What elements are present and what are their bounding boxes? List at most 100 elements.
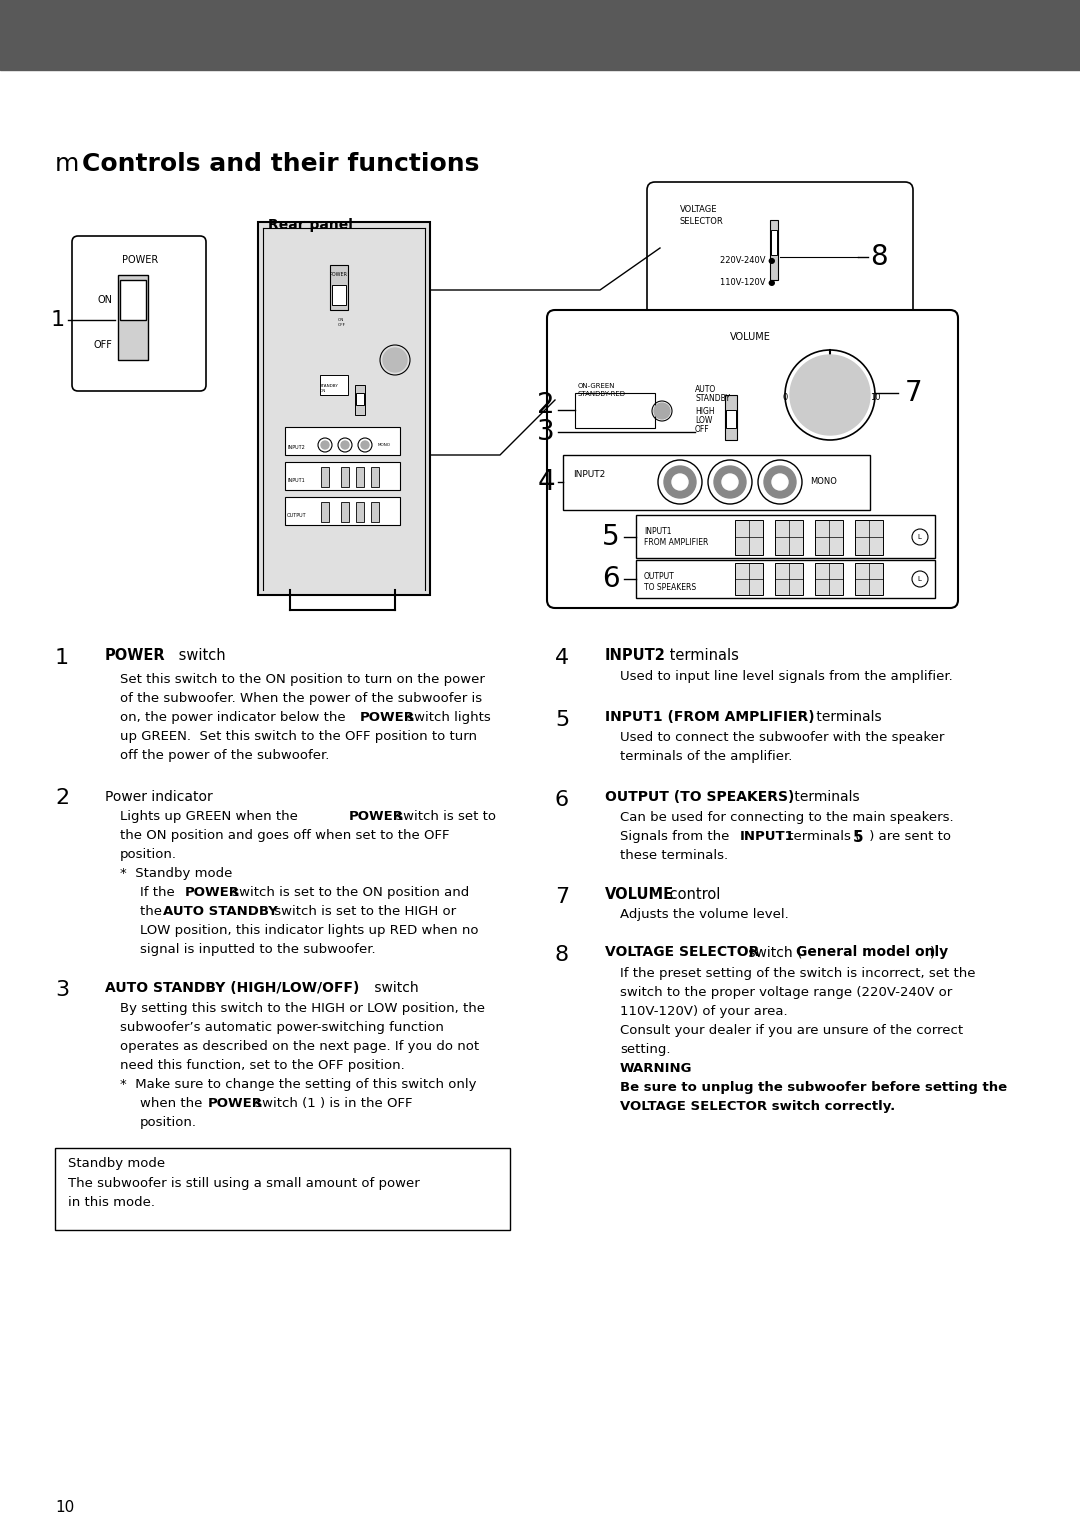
Text: position.: position. [140,1116,197,1129]
Circle shape [764,465,796,497]
Text: INPUT2: INPUT2 [573,470,605,479]
Text: switch (1 ) is in the OFF: switch (1 ) is in the OFF [251,1097,413,1109]
Bar [356,502,364,522]
Text: POWER: POWER [185,887,240,899]
Text: 3: 3 [537,418,555,446]
Circle shape [714,465,746,497]
Text: the ON position and goes off when set to the OFF: the ON position and goes off when set to… [120,829,449,842]
Text: POWER: POWER [360,711,415,723]
Text: Set this switch to the ON position to turn on the power: Set this switch to the ON position to tu… [120,673,485,687]
Bar [771,230,777,255]
Text: OUTPUT: OUTPUT [287,513,307,517]
Text: OFF: OFF [696,426,710,433]
Text: 10: 10 [55,1500,75,1515]
Text: MONO: MONO [810,478,837,487]
Text: switch (: switch ( [744,945,802,958]
Text: TO SPEAKERS: TO SPEAKERS [644,583,697,592]
Text: POWER: POWER [122,255,158,266]
Text: switch lights: switch lights [403,711,490,723]
Bar [725,395,737,439]
Text: Power indicator: Power indicator [105,790,213,804]
Text: 2: 2 [55,787,69,807]
Text: LOW position, this indicator lights up RED when no: LOW position, this indicator lights up R… [140,925,478,937]
Text: 2: 2 [538,391,555,420]
Text: WARNING: WARNING [620,1062,692,1074]
Text: switch is set to the HIGH or: switch is set to the HIGH or [270,905,456,919]
Bar [815,563,843,595]
Circle shape [654,403,670,420]
Text: Controls and their functions: Controls and their functions [82,153,480,175]
Text: General model only: General model only [796,945,948,958]
Text: these terminals.: these terminals. [620,848,728,862]
Text: If the: If the [140,887,179,899]
Bar [372,467,379,487]
Text: AUTO STANDBY: AUTO STANDBY [163,905,278,919]
Bar [775,520,804,555]
Circle shape [383,348,407,372]
Text: m: m [55,153,87,175]
Text: Be sure to unplug the subwoofer before setting the: Be sure to unplug the subwoofer before s… [620,1080,1008,1094]
Circle shape [664,465,696,497]
Text: L: L [917,575,921,581]
Bar [726,410,735,427]
Text: terminals: terminals [812,710,881,723]
Bar [815,520,843,555]
Bar [332,285,346,305]
Text: STANDBY-RED: STANDBY-RED [578,391,626,397]
Text: Can be used for connecting to the main speakers.: Can be used for connecting to the main s… [620,810,954,824]
Circle shape [789,356,870,435]
Bar [320,375,348,395]
Text: 0: 0 [782,394,787,403]
Bar [775,563,804,595]
Text: INPUT1: INPUT1 [644,526,672,536]
Text: 5: 5 [853,830,864,845]
Text: off the power of the subwoofer.: off the power of the subwoofer. [120,749,329,761]
Text: 7: 7 [555,887,569,906]
Text: 6: 6 [555,790,569,810]
Bar [321,502,329,522]
Bar [770,220,778,279]
Text: 4: 4 [555,649,569,668]
Bar [636,514,935,559]
Text: ON
OFF: ON OFF [338,317,346,327]
Bar [735,520,762,555]
Text: ) are sent to: ) are sent to [865,830,951,842]
FancyBboxPatch shape [546,310,958,607]
Text: Adjusts the volume level.: Adjusts the volume level. [620,908,788,922]
Text: 5: 5 [603,523,620,551]
Text: the: the [140,905,166,919]
Text: terminals (: terminals ( [784,830,861,842]
Bar [855,520,883,555]
Text: 7: 7 [905,378,922,407]
Circle shape [672,475,688,490]
Text: 6: 6 [603,565,620,594]
Text: By setting this switch to the HIGH or LOW position, the: By setting this switch to the HIGH or LO… [120,1003,485,1015]
Text: of the subwoofer. When the power of the subwoofer is: of the subwoofer. When the power of the … [120,691,482,705]
Text: VOLTAGE SELECTOR: VOLTAGE SELECTOR [605,945,759,958]
Bar [341,467,349,487]
Bar [0,0,1080,70]
Text: 110V-120V) of your area.: 110V-120V) of your area. [620,1006,787,1018]
Bar [355,385,365,415]
Text: VOLTAGE SELECTOR switch correctly.: VOLTAGE SELECTOR switch correctly. [620,1100,895,1112]
Bar [855,563,883,595]
Text: operates as described on the next page. If you do not: operates as described on the next page. … [120,1041,480,1053]
Bar [285,497,400,525]
Text: in this mode.: in this mode. [68,1196,156,1209]
Text: on, the power indicator below the: on, the power indicator below the [120,711,350,723]
Text: 220V-240V ●: 220V-240V ● [720,255,775,264]
Text: terminals: terminals [789,790,860,804]
Text: OUTPUT: OUTPUT [644,572,675,581]
Text: ): ) [930,945,935,958]
Circle shape [723,475,738,490]
Text: STANDBY: STANDBY [696,394,730,403]
Bar [321,467,329,487]
Text: OUTPUT (TO SPEAKERS): OUTPUT (TO SPEAKERS) [605,790,795,804]
Text: need this function, set to the OFF position.: need this function, set to the OFF posit… [120,1059,405,1071]
Text: The subwoofer is still using a small amount of power: The subwoofer is still using a small amo… [68,1177,420,1190]
Text: control: control [665,887,720,902]
Bar [636,560,935,598]
Text: POWER: POWER [208,1097,264,1109]
Text: LOW: LOW [696,417,713,426]
Bar [120,279,146,320]
